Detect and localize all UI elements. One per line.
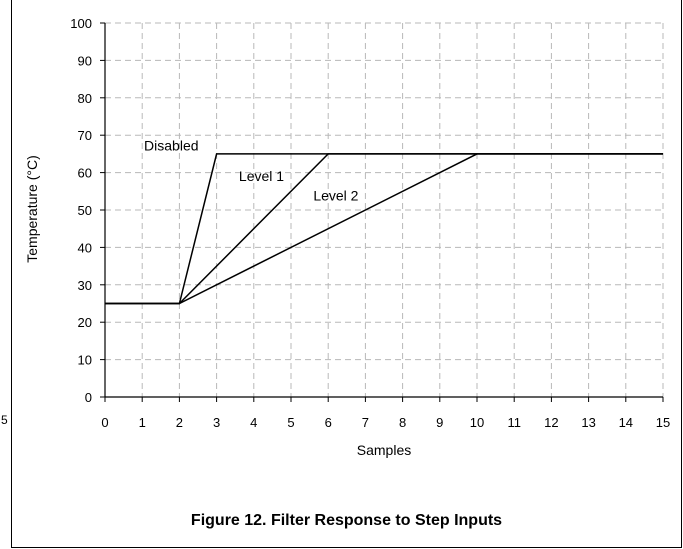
y-tick-label-20: 20 [78,315,92,330]
annotation-level-1: Level 1 [239,168,284,184]
x-tick-labels: 0 1 2 3 4 5 6 7 8 9 10 11 12 13 14 15 [101,415,670,430]
series-line-level-1 [105,153,663,305]
x-tick-label-4: 4 [250,415,257,430]
x-tick-label-11: 11 [507,415,521,430]
y-tick-labels: 0 10 20 30 40 50 60 70 80 90 100 [70,16,92,405]
y-tick-label-40: 40 [78,240,92,255]
grid [105,22,664,397]
figure-caption: Figure 12. Filter Response to Step Input… [190,512,503,529]
series-line-level-2 [105,153,663,305]
x-tick-label-10: 10 [470,415,484,430]
stray-page-text: 5 [1,413,8,427]
x-tick-label-13: 13 [581,415,595,430]
y-tick-label-10: 10 [78,353,92,368]
y-tick-label-60: 60 [78,166,92,181]
axes [100,22,664,402]
x-tick-label-8: 8 [399,415,406,430]
series-line-disabled [105,153,663,305]
annotation-level-2: Level 2 [313,188,358,204]
y-tick-label-30: 30 [78,278,92,293]
x-tick-label-5: 5 [287,415,294,430]
y-tick-label-100: 100 [70,16,92,31]
y-tick-label-90: 90 [78,53,92,68]
x-tick-label-15: 15 [656,415,670,430]
x-tick-label-2: 2 [176,415,183,430]
x-tick-label-14: 14 [619,415,633,430]
x-tick-label-9: 9 [436,415,443,430]
x-tick-label-12: 12 [544,415,558,430]
annotation-disabled: Disabled [144,138,198,154]
x-tick-label-0: 0 [101,415,108,430]
annotation-group: Disabled Level 1 Level 2 [144,138,359,204]
y-tick-label-70: 70 [78,128,92,143]
y-tick-label-50: 50 [78,203,92,218]
y-tick-label-80: 80 [78,91,92,106]
series-group [105,153,663,305]
y-tick-label-0: 0 [85,390,92,405]
x-tick-label-3: 3 [213,415,220,430]
y-axis-label: Temperature (°C) [24,155,40,263]
figure-frame [11,0,682,548]
x-tick-label-6: 6 [325,415,332,430]
x-axis-label: Samples [357,442,411,458]
x-tick-label-1: 1 [139,415,146,430]
x-tick-label-7: 7 [362,415,369,430]
